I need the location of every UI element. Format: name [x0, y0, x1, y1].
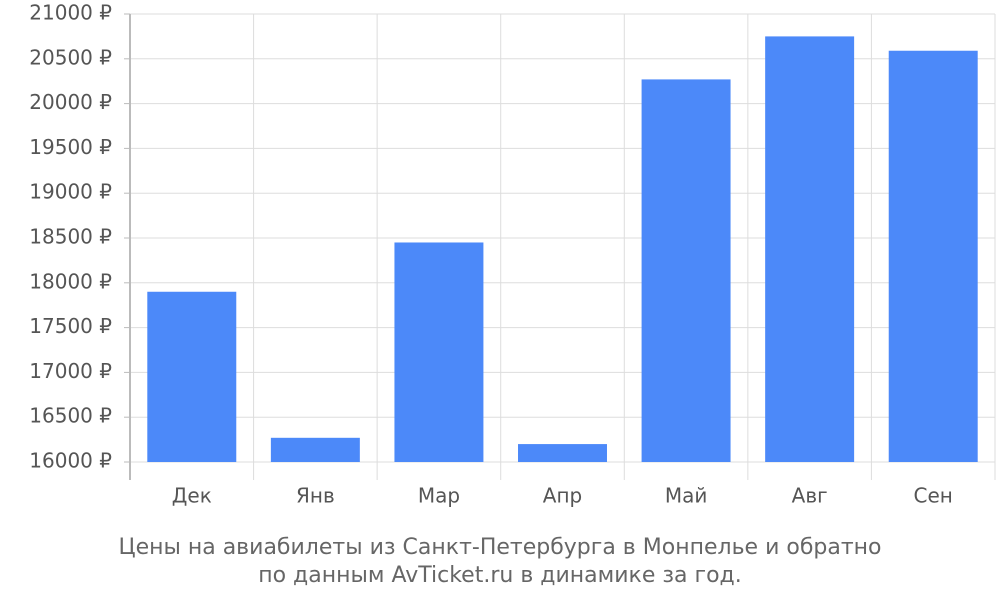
- bar: [888, 50, 978, 463]
- y-tick-label: 20500 ₽: [29, 45, 112, 69]
- y-tick-label: 21000 ₽: [29, 1, 112, 25]
- y-tick-label: 20000 ₽: [29, 90, 112, 114]
- y-tick-label: 17000 ₽: [29, 359, 112, 383]
- y-tick-label: 18000 ₽: [29, 269, 112, 293]
- x-tick-label: Мар: [418, 484, 460, 508]
- bar: [518, 444, 607, 462]
- chart-title: по данным AvTicket.ru в динамике за год.: [258, 563, 742, 588]
- y-tick-label: 19000 ₽: [29, 180, 112, 204]
- x-tick-label: Дек: [172, 484, 212, 508]
- y-tick-label: 19500 ₽: [29, 135, 112, 159]
- y-tick-label: 16500 ₽: [29, 404, 112, 428]
- x-tick-label: Май: [665, 484, 708, 508]
- y-tick-label: 18500 ₽: [29, 225, 112, 249]
- bar: [641, 79, 731, 463]
- x-tick-label: Апр: [543, 484, 582, 508]
- bar: [270, 437, 360, 462]
- x-tick-label: Авг: [792, 484, 828, 508]
- bar: [765, 36, 855, 463]
- bar: [394, 242, 484, 462]
- chart-title: Цены на авиабилеты из Санкт-Петербурга в…: [118, 535, 881, 560]
- bar: [147, 291, 237, 462]
- y-tick-label: 17500 ₽: [29, 314, 112, 338]
- x-tick-label: Сен: [914, 484, 953, 508]
- x-tick-label: Янв: [296, 484, 335, 508]
- y-tick-label: 16000 ₽: [29, 449, 112, 473]
